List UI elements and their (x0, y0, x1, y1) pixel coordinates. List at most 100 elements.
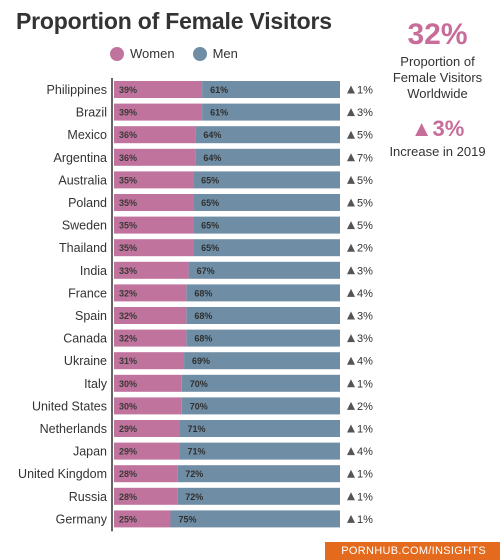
change-label: 1% (357, 469, 373, 481)
bar-women (114, 194, 194, 211)
bar-women (114, 307, 187, 324)
up-triangle-icon: ▲ (410, 116, 433, 141)
data-label-women: 39% (119, 108, 137, 118)
category-label: Canada (63, 332, 107, 346)
increase-value: 3% (432, 116, 465, 141)
bar-women (114, 442, 180, 460)
up-triangle-icon (347, 334, 355, 343)
category-label: Brazil (76, 106, 107, 120)
bar-women (114, 420, 180, 437)
data-label-women: 25% (119, 514, 137, 524)
legend-item-women: Women (110, 46, 175, 61)
bar-women (114, 510, 171, 528)
up-triangle-icon (347, 221, 355, 230)
data-label-men: 64% (203, 130, 221, 140)
category-label: Ukraine (64, 354, 107, 368)
change-label: 3% (357, 107, 373, 119)
up-triangle-icon (347, 153, 355, 162)
bar-women (114, 216, 194, 234)
category-label: Germany (56, 512, 108, 526)
bar-men (195, 148, 340, 166)
up-triangle-icon (347, 514, 355, 523)
bar-women (114, 81, 203, 98)
data-label-women: 30% (119, 401, 137, 411)
category-label: Thailand (59, 241, 107, 255)
data-label-men: 67% (197, 266, 215, 276)
up-triangle-icon (347, 401, 355, 410)
bar-men (202, 103, 340, 121)
change-label: 1% (357, 424, 373, 436)
up-triangle-icon (347, 108, 355, 117)
change-label: 5% (357, 220, 373, 232)
up-triangle-icon (347, 85, 355, 94)
category-label: France (68, 286, 107, 300)
data-label-men: 68% (194, 334, 212, 344)
legend-swatch-women (110, 46, 124, 61)
up-triangle-icon (347, 266, 355, 275)
data-label-men: 68% (194, 311, 212, 321)
data-label-women: 36% (119, 130, 137, 140)
data-label-men: 65% (201, 198, 219, 208)
category-label: Argentina (53, 151, 107, 165)
up-triangle-icon (347, 243, 355, 252)
worldwide-proportion-caption: Proportion of Female Visitors Worldwide (392, 54, 483, 101)
change-label: 7% (357, 152, 373, 164)
data-label-men: 65% (201, 175, 219, 185)
bar-women (114, 261, 189, 279)
data-label-women: 32% (119, 288, 137, 298)
bar-women (114, 329, 187, 347)
bar-men (181, 374, 340, 392)
bar-women (114, 374, 182, 392)
category-label: Japan (73, 445, 107, 459)
change-label: 1% (357, 491, 373, 503)
legend-label-men: Men (212, 46, 238, 61)
data-label-women: 29% (119, 447, 137, 457)
bar-men (170, 510, 340, 528)
bar-women (114, 284, 187, 302)
data-label-men: 71% (188, 424, 206, 434)
bar-women (114, 397, 182, 415)
change-label: 3% (357, 265, 373, 277)
bar-men (186, 284, 340, 302)
bar-men (202, 81, 340, 98)
up-triangle-icon (347, 379, 355, 388)
data-label-women: 39% (119, 85, 137, 95)
bar-women (114, 465, 178, 483)
bar-men (193, 171, 340, 189)
data-label-men: 61% (210, 85, 228, 95)
data-label-women: 35% (119, 243, 137, 253)
data-label-women: 32% (119, 334, 137, 344)
change-label: 2% (357, 401, 373, 413)
change-label: 4% (357, 446, 373, 458)
data-label-women: 35% (119, 221, 137, 231)
change-label: 1% (357, 514, 373, 526)
increase-stat: ▲3% (380, 116, 495, 142)
up-triangle-icon (347, 447, 355, 456)
data-label-women: 31% (119, 356, 137, 366)
change-label: 5% (357, 198, 373, 210)
data-label-men: 65% (201, 221, 219, 231)
data-label-men: 70% (190, 379, 208, 389)
data-label-women: 35% (119, 175, 137, 185)
category-label: India (80, 264, 107, 278)
bar-men (193, 239, 340, 257)
side-panel: 32% Proportion of Female Visitors Worldw… (380, 18, 495, 160)
change-label: 3% (357, 333, 373, 345)
increase-caption: Increase in 2019 (389, 144, 486, 159)
category-label: Italy (84, 377, 108, 391)
data-label-men: 64% (203, 153, 221, 163)
change-label: 1% (357, 85, 373, 97)
data-label-women: 29% (119, 424, 137, 434)
category-label: Mexico (67, 128, 107, 142)
bar-men (184, 352, 340, 370)
bar-men (186, 307, 340, 324)
category-label: Netherlands (40, 422, 107, 436)
data-label-men: 71% (188, 447, 206, 457)
category-label: Poland (68, 196, 107, 210)
up-triangle-icon (347, 356, 355, 365)
data-label-women: 28% (119, 492, 137, 502)
category-label: Spain (75, 309, 107, 323)
bar-men (177, 487, 340, 505)
category-label: Sweden (62, 219, 107, 233)
data-label-women: 30% (119, 379, 137, 389)
